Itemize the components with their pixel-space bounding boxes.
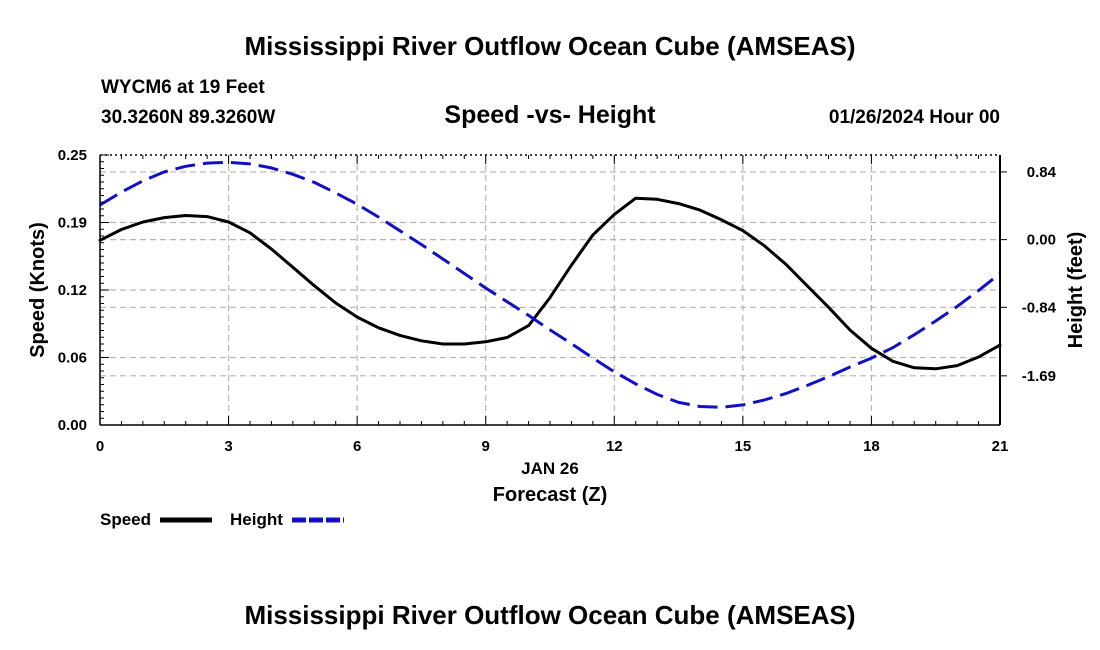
y-tick-label-left-2: 0.12 xyxy=(58,282,87,299)
x-tick-label-6: 6 xyxy=(353,438,361,455)
series-line-height xyxy=(99,160,1001,409)
legend-swatch-speed xyxy=(160,517,212,523)
y-tick-label-left-0: 0.00 xyxy=(58,417,87,434)
y-axis-title-left: Speed (Knots) xyxy=(27,222,49,358)
station-coordinates: 30.3260N 89.3260W xyxy=(101,107,276,128)
y-tick-label-right-3: -1.69 xyxy=(1022,368,1056,385)
y-tick-label-right-0: 0.84 xyxy=(1027,164,1057,181)
series-line-speed xyxy=(98,196,1002,371)
grid-lines xyxy=(100,155,1000,425)
forecast-datetime: 01/26/2024 Hour 00 xyxy=(828,107,1000,128)
x-tick-label-9: 9 xyxy=(482,438,490,455)
y-tick-label-left-3: 0.19 xyxy=(58,215,87,232)
x-tick-label-15: 15 xyxy=(735,438,752,455)
chart-title-top: Mississippi River Outflow Ocean Cube (AM… xyxy=(244,31,856,61)
series-lines xyxy=(98,160,1002,409)
y-tick-label-left-4: 0.25 xyxy=(58,147,87,164)
axis-labels: 0 3 6 9 12 15 18 21 0.00 0.06 0.12 0.19 0.25 0.84 0.00… xyxy=(27,147,1087,506)
y-tick-label-right-1: 0.00 xyxy=(1027,232,1056,249)
x-tick-label-3: 3 xyxy=(224,438,232,455)
x-tick-label-18: 18 xyxy=(863,438,880,455)
station-label: WYCM6 at 19 Feet xyxy=(101,77,265,98)
legend-label-speed: Speed xyxy=(100,510,152,529)
chart-subtitle: Speed -vs- Height xyxy=(444,101,656,129)
x-tick-label-12: 12 xyxy=(606,438,623,455)
x-axis-date-label: JAN 26 xyxy=(521,459,579,478)
chart-title-bottom: Mississippi River Outflow Ocean Cube (AM… xyxy=(244,600,856,630)
x-tick-label-0: 0 xyxy=(96,438,104,455)
legend-swatch-height xyxy=(292,517,344,523)
y-tick-label-right-2: -0.84 xyxy=(1022,299,1057,316)
legend-label-height: Height xyxy=(230,510,283,529)
y-axis-title-right: Height (feet) xyxy=(1065,232,1087,349)
x-axis-title: Forecast (Z) xyxy=(493,484,607,506)
y-tick-label-left-1: 0.06 xyxy=(58,350,87,367)
x-tick-label-21: 21 xyxy=(992,438,1009,455)
axis-ticks xyxy=(99,154,1007,426)
